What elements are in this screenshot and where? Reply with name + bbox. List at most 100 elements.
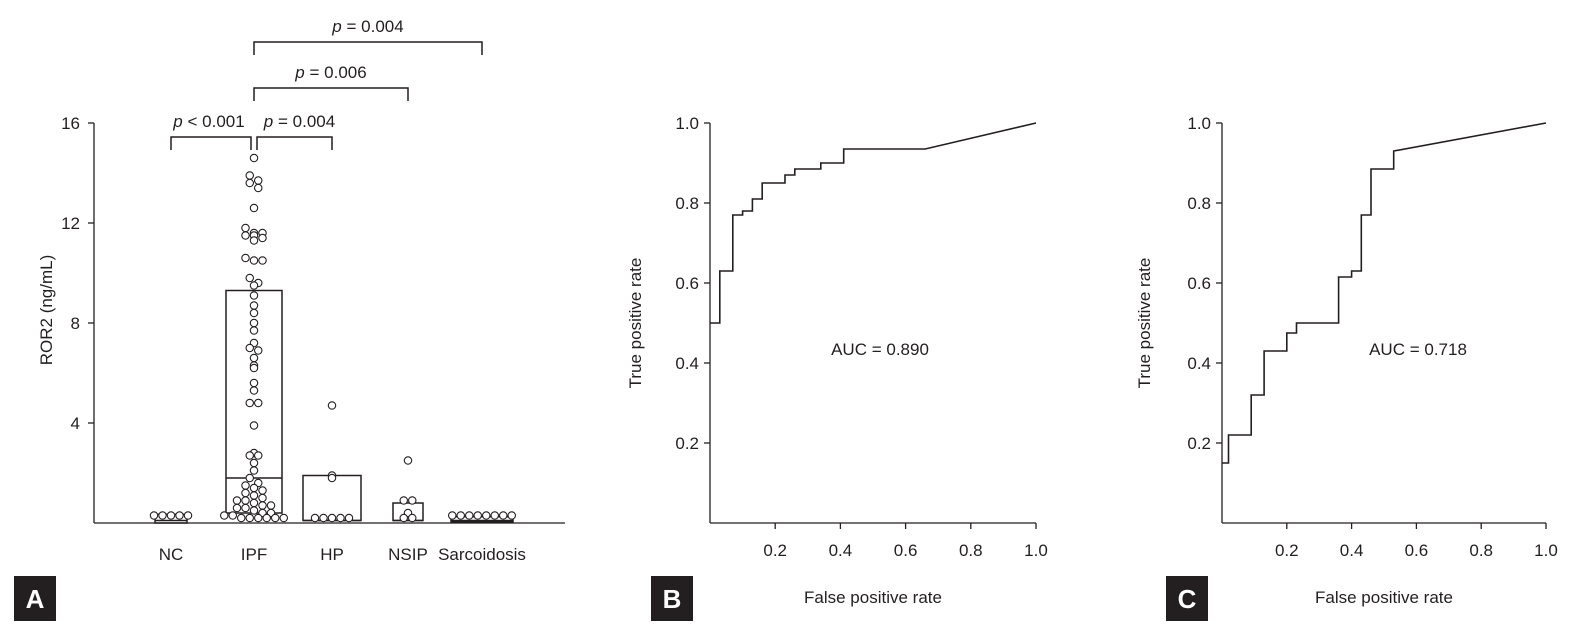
x-axis-title: False positive rate: [804, 588, 942, 607]
data-point: [220, 511, 229, 520]
panel-label-a: A: [14, 576, 56, 621]
data-point: [254, 183, 263, 193]
y-tick-label: 0.2: [1187, 434, 1211, 453]
data-point: [237, 513, 246, 523]
data-point: [249, 326, 259, 335]
x-tick-label: 1.0: [1024, 541, 1048, 560]
data-point: [327, 401, 337, 410]
y-axis-title: True positive rate: [626, 258, 645, 389]
data-point: [245, 171, 255, 180]
panel-label-text: C: [1178, 584, 1197, 614]
data-point: [249, 203, 259, 213]
data-point: [270, 513, 280, 523]
y-axis-title: ROR2 (ng/mL): [37, 255, 56, 366]
data-point: [473, 511, 482, 520]
data-point: [241, 223, 250, 233]
data-point: [254, 346, 263, 355]
data-point: [249, 353, 259, 363]
data-point: [481, 511, 491, 520]
data-point: [249, 153, 259, 163]
panel-c-chart: 0.2 0.4 0.6 0.8 1.0 0.2 0.4 0.6 0.8 1.0 False posi…: [1135, 114, 1558, 607]
x-tick-label: 1.0: [1534, 541, 1558, 560]
x-axis-title: False positive rate: [1315, 588, 1453, 607]
p-value-symbol: p: [331, 17, 341, 36]
data-point: [327, 513, 337, 523]
y-tick-label: 0.2: [675, 434, 699, 453]
data-point: [407, 496, 417, 505]
data-point: [245, 178, 255, 188]
x-tick-label: 0.6: [894, 541, 918, 560]
data-point: [249, 281, 259, 290]
data-point: [232, 503, 242, 513]
panel-label-b: B: [651, 576, 693, 621]
data-point: [232, 496, 242, 505]
data-point: [249, 491, 259, 500]
y-tick-label: 8: [71, 314, 80, 333]
data-point: [249, 318, 259, 328]
y-tick-label: 16: [61, 114, 80, 133]
data-point: [158, 511, 167, 520]
p-value-symbol: p: [263, 112, 273, 131]
category-label: IPF: [241, 545, 267, 564]
panel-label-c: C: [1166, 576, 1208, 621]
data-point: [249, 421, 259, 430]
data-point: [464, 511, 474, 520]
data-point: [249, 378, 259, 388]
y-tick-label: 0.4: [675, 354, 699, 373]
x-tick-label: 0.4: [1340, 541, 1364, 560]
y-tick-label: 12: [61, 214, 80, 233]
data-point: [507, 511, 516, 520]
data-point: [249, 363, 259, 373]
data-point: [249, 291, 259, 300]
data-point: [254, 176, 263, 185]
p-value-text: = 0.006: [305, 63, 367, 82]
data-point: [241, 253, 250, 263]
p-value-label: p = 0.004: [263, 112, 335, 131]
x-tick-label: 0.8: [1469, 541, 1493, 560]
data-point: [228, 511, 238, 520]
x-tick-label: 0.6: [1405, 541, 1429, 560]
data-point: [245, 451, 255, 460]
p-value-label: p = 0.006: [294, 63, 366, 82]
roc-curve: [710, 122, 1037, 324]
category-label: Sarcoidosis: [438, 545, 526, 564]
significance-bracket: [256, 136, 333, 150]
data-point: [407, 513, 417, 523]
data-point: [175, 511, 184, 520]
data-point: [336, 513, 345, 523]
data-point: [245, 273, 255, 283]
data-point: [245, 343, 255, 353]
p-value-symbol: p: [294, 63, 304, 82]
panel-label-text: B: [663, 584, 682, 614]
panel-label-box: [14, 576, 56, 621]
data-point: [241, 488, 250, 498]
significance-bracket: [170, 136, 252, 150]
auc-annotation: AUC = 0.890: [831, 340, 929, 359]
data-point: [266, 501, 276, 510]
p-value-text: = 0.004: [273, 112, 335, 131]
x-tick-label: 0.4: [829, 541, 853, 560]
data-point: [249, 483, 259, 493]
data-point: [249, 256, 259, 265]
data-point: [245, 398, 255, 408]
panel-label-box: [651, 576, 693, 621]
data-point: [245, 473, 255, 483]
data-point: [149, 511, 159, 520]
panel-label-text: A: [26, 584, 45, 614]
significance-bracket: [253, 41, 483, 55]
data-point: [279, 513, 288, 523]
y-tick-label: 1.0: [675, 114, 699, 133]
data-point: [254, 513, 263, 523]
category-label: NC: [159, 545, 184, 564]
data-point: [249, 466, 259, 475]
data-point: [319, 513, 328, 523]
data-point: [249, 506, 259, 515]
data-point: [258, 256, 267, 265]
data-point: [254, 398, 263, 408]
data-point: [166, 511, 176, 520]
data-point: [249, 498, 259, 508]
y-tick-label: 0.6: [675, 274, 699, 293]
category-label: NSIP: [388, 545, 428, 564]
data-point: [241, 496, 250, 505]
y-tick-label: 4: [71, 414, 80, 433]
